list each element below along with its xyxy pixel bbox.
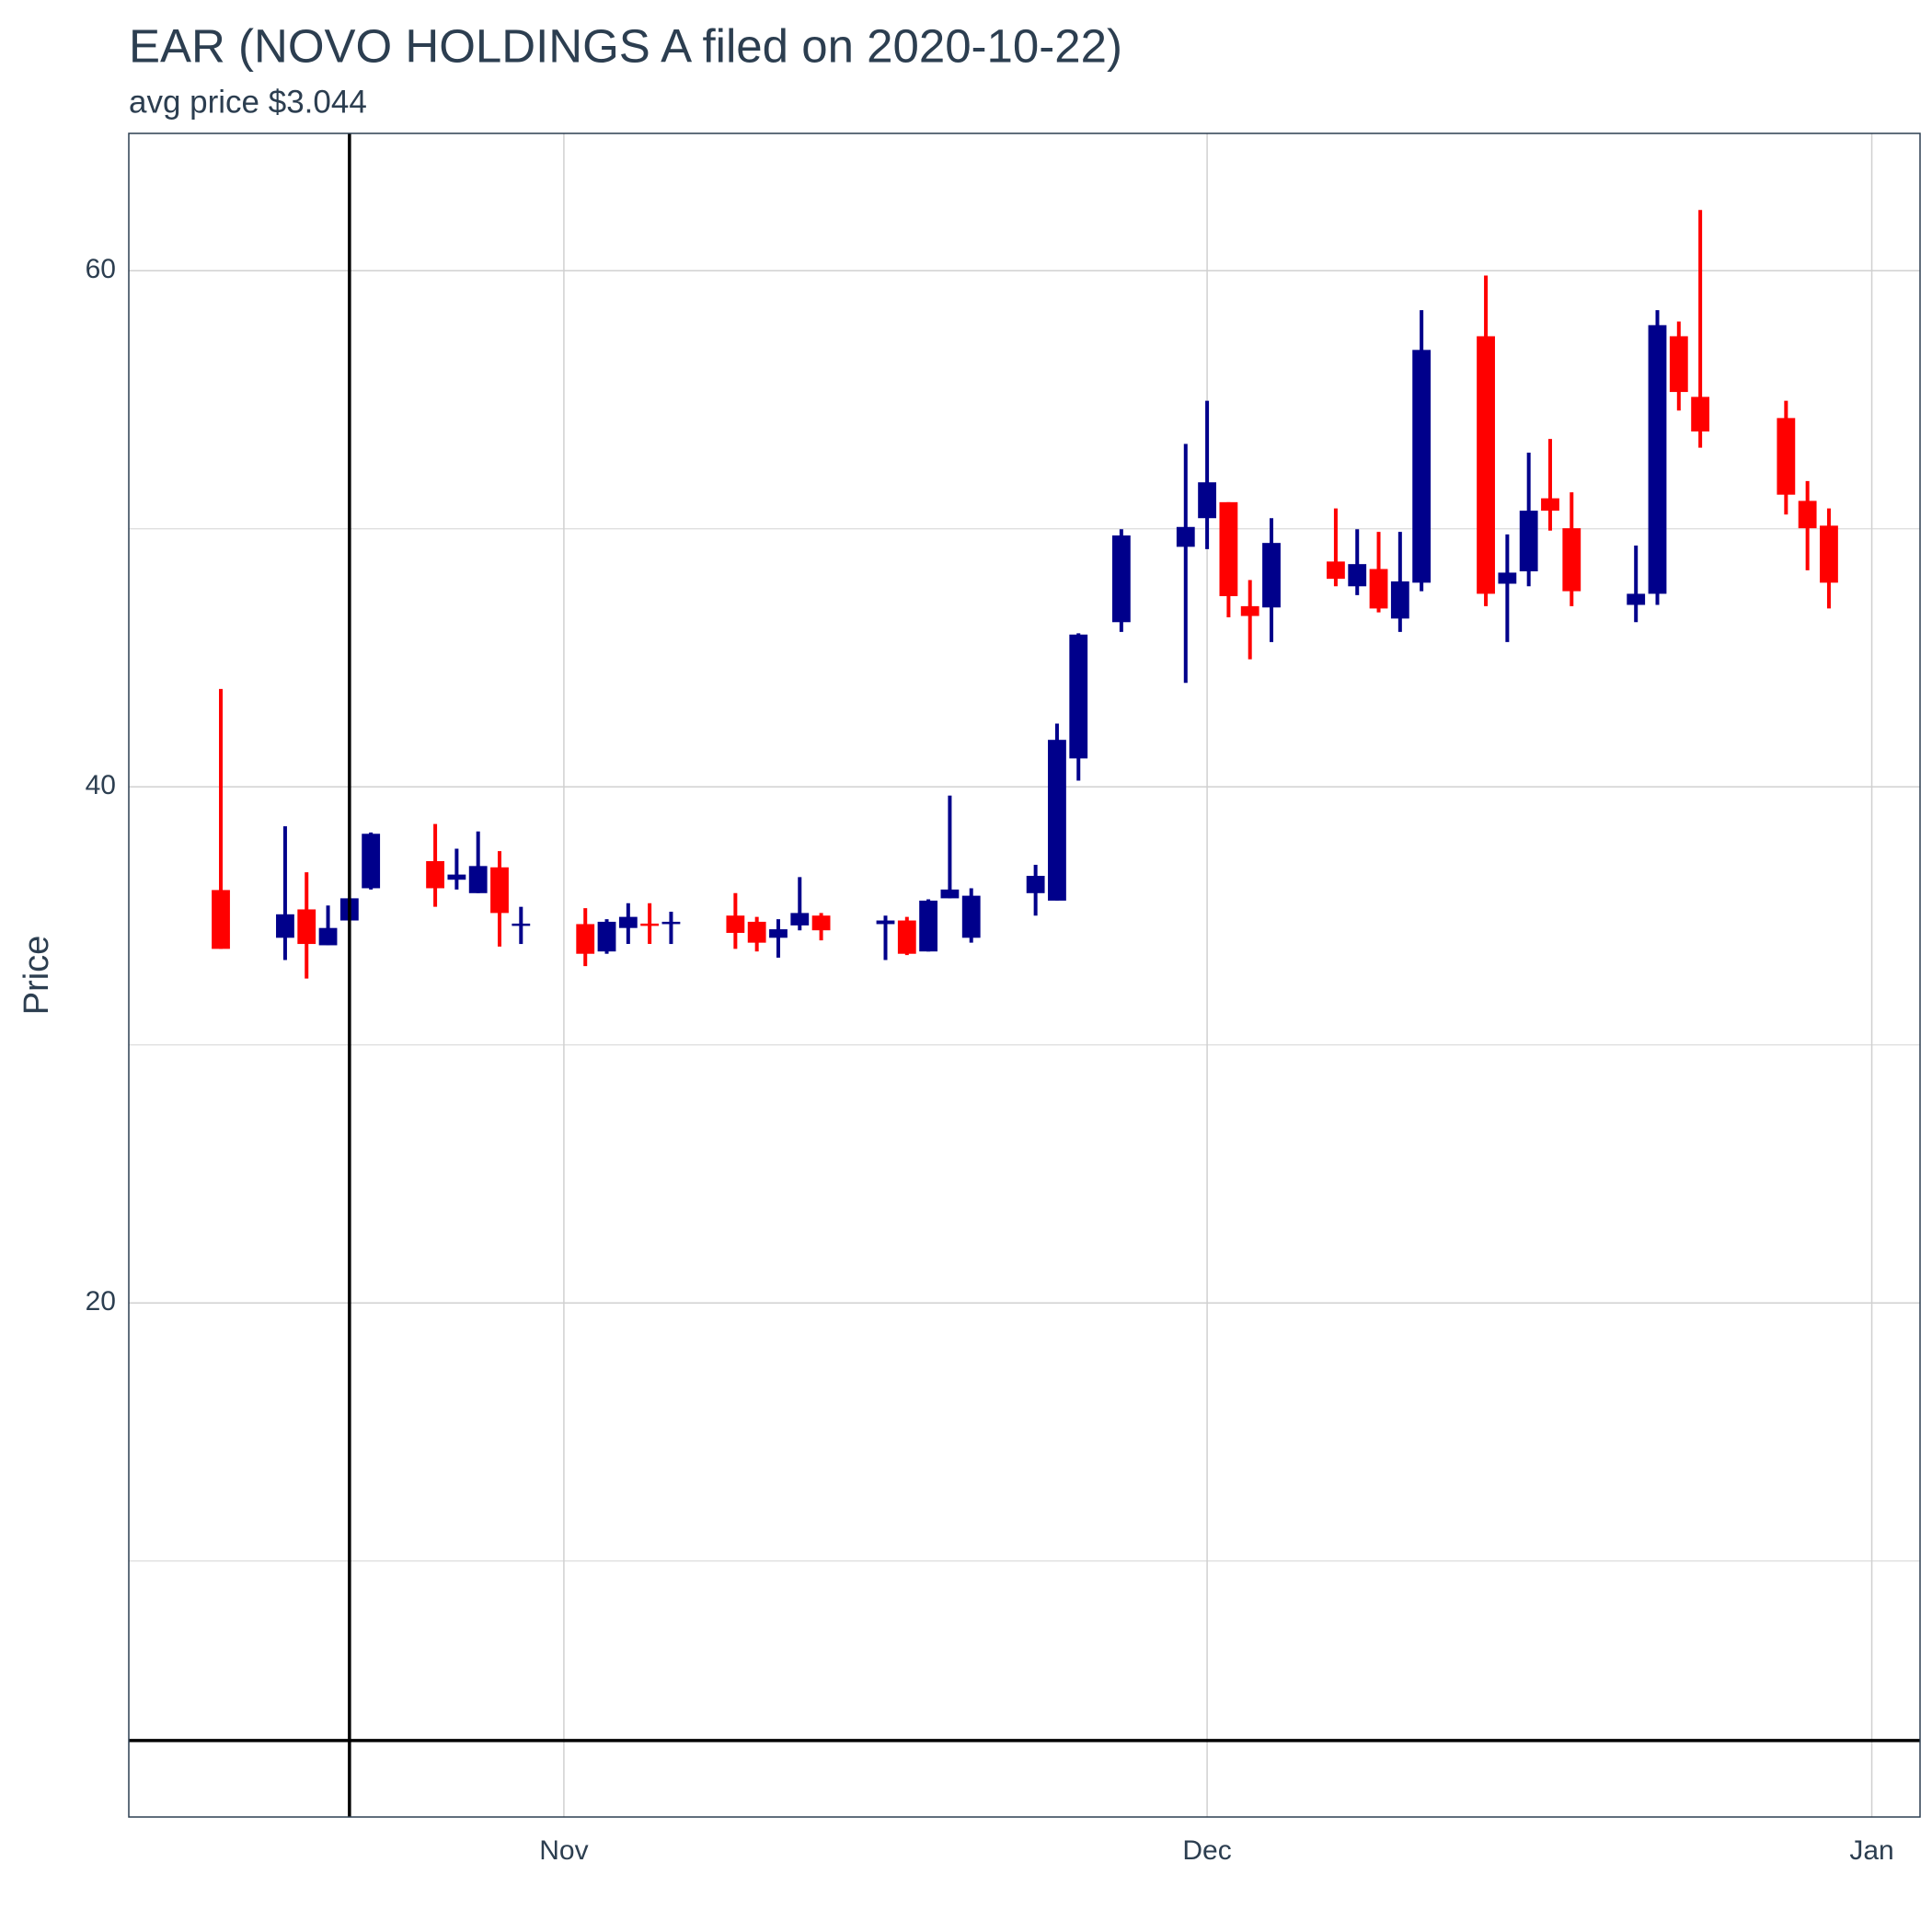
candle-body — [811, 915, 831, 931]
y-tick-label: 40 — [86, 770, 116, 800]
candle-body — [1412, 350, 1432, 583]
candle-body — [597, 921, 616, 952]
plot-border — [128, 132, 1921, 1818]
candle-body — [919, 900, 938, 952]
candle-body — [468, 866, 488, 893]
candle-body — [726, 915, 745, 933]
candle-body — [1777, 418, 1796, 495]
candle-body — [1048, 740, 1066, 901]
candle-body — [897, 920, 916, 954]
candle-body — [426, 861, 444, 889]
candle-body — [940, 889, 960, 899]
candle-body — [1111, 535, 1131, 623]
x-tick-label: Dec — [1182, 1835, 1231, 1866]
candle-body — [362, 834, 381, 889]
chart-title: EAR (NOVO HOLDINGS A filed on 2020-10-22… — [129, 19, 1122, 72]
candle-body — [576, 924, 595, 954]
candle-body — [1648, 325, 1667, 594]
candle-body — [1669, 336, 1688, 393]
candle-body — [747, 921, 766, 943]
candle-body — [1798, 500, 1817, 529]
candle-body — [1562, 528, 1581, 592]
candle-body — [1369, 569, 1388, 609]
candle-body — [212, 890, 230, 949]
y-tick-label: 60 — [86, 254, 116, 284]
candle-body — [618, 916, 638, 928]
candle-body — [661, 921, 681, 925]
candle-body — [1176, 526, 1195, 547]
x-tick-label: Jan — [1849, 1835, 1893, 1866]
candle-body — [1477, 336, 1495, 594]
candle-body — [790, 913, 810, 926]
x-tick-label: Nov — [539, 1835, 588, 1866]
candle-body — [1498, 572, 1517, 584]
candle-body — [1820, 525, 1838, 583]
candle-body — [1327, 561, 1345, 580]
candle-body — [1026, 876, 1045, 893]
candle-body — [276, 914, 294, 938]
candle-body — [1691, 397, 1710, 431]
candle-body — [640, 923, 660, 926]
candle-body — [490, 867, 509, 914]
candle-body — [876, 920, 895, 925]
candle-body — [961, 895, 981, 938]
candle-body — [447, 874, 466, 880]
candle-body — [1348, 564, 1367, 587]
candle-body — [1069, 634, 1088, 759]
y-axis-label: Price — [17, 936, 56, 1016]
candle-body — [769, 929, 788, 938]
candle-body — [1262, 543, 1281, 608]
candle-body — [1541, 498, 1559, 512]
candle-body — [1390, 581, 1409, 619]
candle-body — [512, 923, 531, 926]
candle-body — [318, 927, 338, 946]
y-tick-label: 20 — [86, 1286, 116, 1317]
candle-body — [1627, 593, 1646, 605]
candle-body — [1219, 501, 1238, 596]
candle-body — [1198, 482, 1216, 519]
candle-body — [1519, 511, 1538, 572]
chart-subtitle: avg price $3.044 — [129, 84, 367, 120]
candle-body — [297, 909, 316, 945]
candle-body — [1240, 605, 1259, 616]
